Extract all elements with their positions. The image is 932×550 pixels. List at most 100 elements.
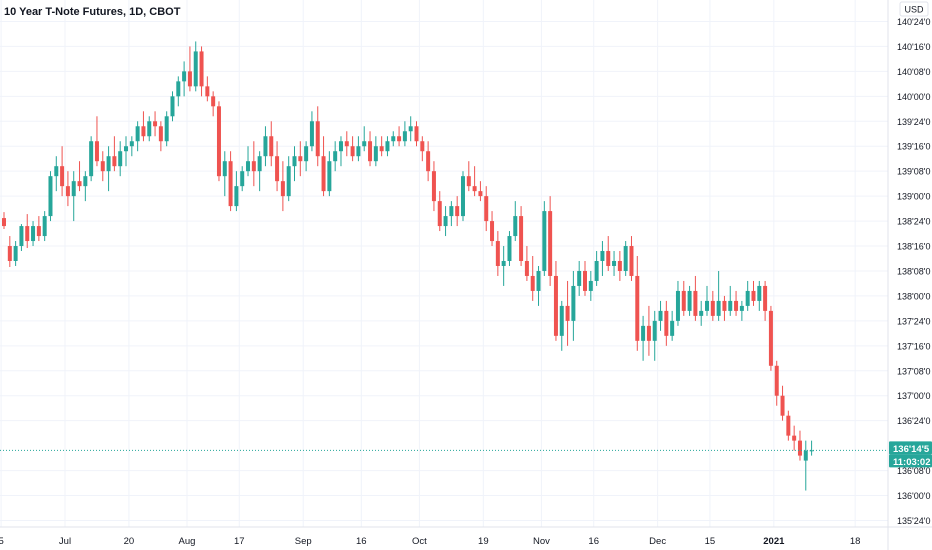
- candle-body: [513, 216, 518, 237]
- candle-body: [484, 196, 489, 222]
- time-tick-label: 5: [0, 536, 4, 547]
- price-tick-label: 139'08'0: [897, 167, 930, 177]
- candle-body: [803, 450, 808, 461]
- candle-body: [257, 156, 262, 172]
- candle-body: [757, 285, 762, 301]
- candle-body: [89, 141, 94, 177]
- candle-body: [315, 121, 320, 157]
- candle-body: [240, 171, 245, 187]
- candle-body: [71, 181, 76, 197]
- candle-body: [309, 121, 314, 147]
- candle-body: [176, 81, 181, 97]
- candle-body: [286, 166, 291, 197]
- candle-body: [124, 146, 129, 152]
- candle-body: [507, 236, 512, 261]
- candle-body: [199, 51, 204, 87]
- candle-body: [705, 300, 710, 311]
- candle-body: [658, 310, 663, 321]
- candle-body: [466, 176, 471, 187]
- candle-body: [751, 290, 756, 301]
- time-tick-label: 15: [705, 536, 716, 547]
- candle-body: [13, 246, 18, 261]
- candle-body: [495, 241, 500, 266]
- candle-body: [408, 126, 413, 132]
- candle-body: [716, 300, 721, 316]
- candle-body: [100, 161, 105, 172]
- candle-body: [147, 121, 152, 137]
- price-tick-label: 137'24'0: [897, 316, 930, 326]
- price-tick-label: 138'00'0: [897, 291, 930, 301]
- time-tick-label: 19: [478, 536, 489, 547]
- price-tick-label: 136'08'0: [897, 466, 930, 476]
- candle-body: [797, 440, 802, 456]
- time-tick-label: 20: [124, 536, 135, 547]
- time-tick-label: 18: [850, 536, 861, 547]
- candle-body: [60, 166, 65, 187]
- candle-body: [368, 141, 373, 162]
- candle-body: [681, 290, 686, 311]
- candle-body: [635, 275, 640, 341]
- candle-body: [728, 300, 733, 311]
- candle-body: [617, 260, 622, 271]
- candle-body: [577, 270, 582, 286]
- candle-body: [31, 226, 36, 242]
- currency-label: USD: [904, 5, 924, 15]
- price-tick-label: 140'08'0: [897, 67, 930, 77]
- candle-body: [652, 320, 657, 341]
- candle-body: [344, 141, 349, 147]
- candle-body: [397, 136, 402, 142]
- candle-body: [141, 126, 146, 137]
- candle-body: [739, 305, 744, 311]
- candle-body: [164, 116, 169, 142]
- candle-body: [437, 201, 442, 227]
- candle-body: [170, 96, 175, 117]
- candle-body: [402, 131, 407, 142]
- candle-body: [774, 365, 779, 396]
- candle-body: [594, 260, 599, 281]
- candle-body: [65, 186, 70, 197]
- price-tick-label: 139'24'0: [897, 117, 930, 127]
- candle-body: [763, 285, 768, 311]
- time-tick-label: 16: [356, 536, 367, 547]
- candle-body: [129, 141, 134, 147]
- price-tag-value: 136'14'5: [893, 444, 930, 455]
- candle-body: [228, 161, 233, 207]
- time-tick-label: Oct: [412, 536, 427, 547]
- price-tick-label: 138'24'0: [897, 217, 930, 227]
- candle-body: [612, 260, 617, 266]
- price-tick-label: 136'24'0: [897, 416, 930, 426]
- candle-body: [373, 146, 378, 162]
- candle-body: [600, 251, 605, 261]
- candle-body: [112, 156, 117, 167]
- price-tick-label: 139'00'0: [897, 192, 930, 202]
- time-tick-label: Dec: [649, 536, 666, 547]
- candle-body: [629, 246, 634, 276]
- candle-body: [153, 121, 158, 127]
- candle-body: [524, 260, 529, 276]
- candle-body: [246, 161, 251, 172]
- candle-body: [327, 161, 332, 192]
- candle-body: [641, 325, 646, 341]
- candle-body: [216, 106, 221, 177]
- time-tick-label: Aug: [179, 536, 196, 547]
- candle-body: [7, 246, 12, 261]
- candle-body: [106, 156, 111, 172]
- candle-body: [2, 218, 6, 227]
- candle-body: [536, 270, 541, 291]
- candle-body: [362, 141, 367, 147]
- candle-body: [19, 226, 24, 247]
- price-tick-label: 137'16'0: [897, 341, 930, 351]
- candle-body: [304, 146, 309, 162]
- candle-body: [501, 260, 506, 266]
- countdown-value: 11:03:02: [893, 457, 931, 468]
- candle-body: [455, 206, 460, 217]
- currency-badge[interactable]: [899, 1, 929, 17]
- candle-body: [94, 141, 99, 162]
- candle-body: [36, 226, 41, 237]
- chart-title: 10 Year T-Note Futures, 1D, CBOT: [4, 6, 181, 18]
- candle-body: [490, 221, 495, 242]
- candle-body: [222, 161, 227, 177]
- candle-body: [48, 176, 53, 217]
- candle-body: [420, 141, 425, 152]
